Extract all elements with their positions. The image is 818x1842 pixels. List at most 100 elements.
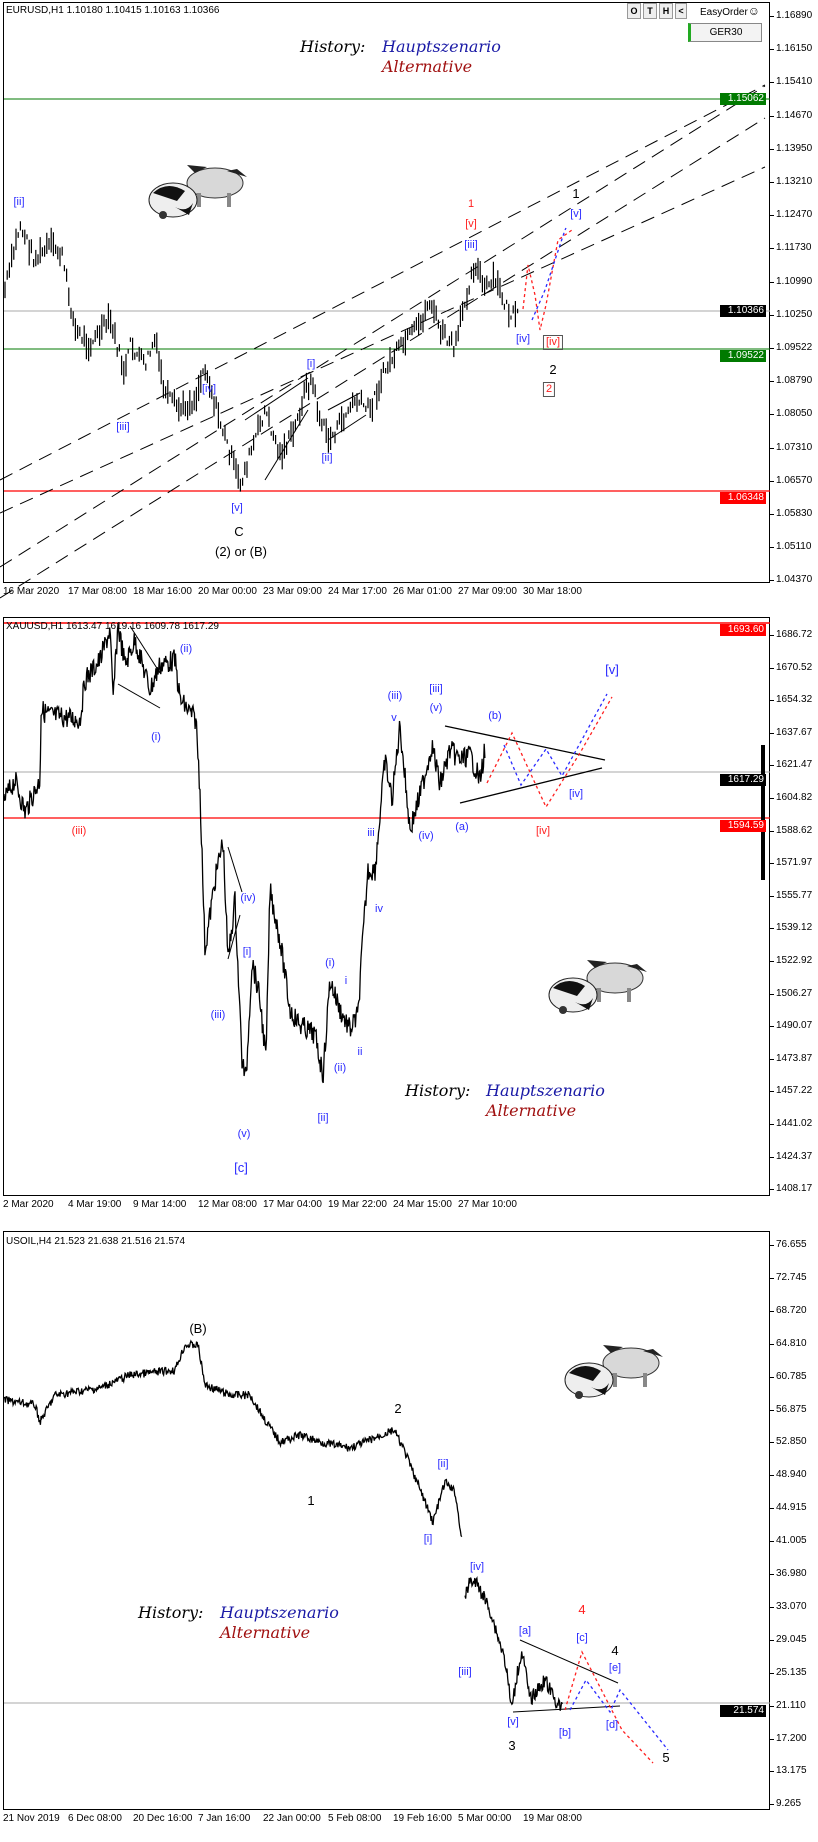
eurusd-axis-tick: 1.13210 xyxy=(769,176,813,187)
eurusd-axis-tick: 1.08050 xyxy=(769,408,813,420)
eurusd-alt-scenario-path xyxy=(522,229,573,331)
usoil-alt-scenario: Alternative xyxy=(220,1623,311,1642)
usoil-wave-label: [e] xyxy=(608,1662,622,1674)
xauusd-wave-label: (a) xyxy=(455,821,469,833)
eurusd-date-label: 26 Mar 01:00 xyxy=(393,586,452,597)
eurusd-price-marker: 1.10366 xyxy=(720,305,766,317)
xauusd-wave-label: (ii) xyxy=(179,643,193,655)
eurusd-axis-tick: 1.15410 xyxy=(769,76,813,88)
xauusd-wave-label: [c] xyxy=(234,1160,248,1175)
xauusd-axis-tick: 1621.47 xyxy=(769,759,813,771)
eurusd-wave-label: [iii] xyxy=(464,239,478,251)
xauusd-wave-label: [i] xyxy=(242,946,252,958)
xauusd-axis-tick: 1637.67 xyxy=(769,726,813,738)
ger30-button[interactable]: GER30 xyxy=(688,23,762,42)
xauusd-main-scenario-path xyxy=(503,693,608,787)
usoil-wave-label: 5 xyxy=(662,1750,670,1765)
xauusd-history-label: History: xyxy=(405,1081,471,1100)
bull-bear-logo-icon xyxy=(148,165,247,219)
usoil-wave-label: [a] xyxy=(518,1625,532,1637)
eurusd-axis-tick: 1.16890 xyxy=(769,10,813,21)
toolbar-h-button[interactable]: H xyxy=(659,3,673,19)
usoil-date-label: 22 Jan 00:00 xyxy=(263,1813,321,1824)
usoil-triangle-lower xyxy=(512,1705,621,1713)
smiley-icon: ☺ xyxy=(747,4,761,18)
eurusd-green-top-marker: 1.15062 xyxy=(720,93,766,105)
toolbar-o-button[interactable]: O xyxy=(627,3,641,19)
usoil-main-scenario-path xyxy=(569,1678,669,1751)
usoil-axis-tick: 21.110 xyxy=(770,1699,806,1711)
eurusd-wave-label: (2) or (B) xyxy=(215,544,267,559)
eurusd-axis-tick: 1.12470 xyxy=(769,209,813,221)
xauusd-date-label: 4 Mar 19:00 xyxy=(68,1199,122,1210)
usoil-axis-tick: 68.720 xyxy=(770,1304,807,1316)
usoil-wave-label: [d] xyxy=(605,1719,619,1731)
eurusd-axis-tick: 1.16150 xyxy=(769,43,813,55)
xauusd-axis-tick: 1539.12 xyxy=(769,922,813,934)
usoil-price-series-1 xyxy=(4,1339,463,1538)
xauusd-axis-tick: 1490.07 xyxy=(769,1020,813,1032)
usoil-wave-label: 3 xyxy=(508,1738,516,1753)
eurusd-green-marker: 1.09522 xyxy=(720,350,766,362)
usoil-axis-tick: 72.745 xyxy=(770,1271,807,1283)
usoil-wave-label: [iv] xyxy=(469,1561,485,1573)
eurusd-wave-label: [v] xyxy=(570,208,582,220)
usoil-wave-label: [i] xyxy=(423,1533,433,1545)
usoil-chart[interactable] xyxy=(3,1231,770,1810)
eurusd-wedge-line xyxy=(264,409,309,481)
xauusd-axis-tick: 1408.17 xyxy=(769,1183,813,1195)
eurusd-wedge-line xyxy=(327,392,361,411)
eurusd-trend-channel xyxy=(0,166,766,514)
toolbar-collapse-button[interactable]: < xyxy=(675,3,687,19)
usoil-alt-scenario-path xyxy=(564,1650,654,1764)
xauusd-main-scenario: Hauptszenario xyxy=(486,1081,605,1100)
usoil-axis-tick: 13.175 xyxy=(770,1765,807,1777)
easy-order-text: EasyOrder xyxy=(700,7,748,18)
eurusd-axis-tick: 1.07310 xyxy=(769,441,813,453)
usoil-axis-tick: 48.940 xyxy=(770,1469,807,1481)
xauusd-wave-label: (v) xyxy=(237,1128,251,1140)
usoil-date-label: 7 Jan 16:00 xyxy=(198,1813,251,1824)
xauusd-wedge-line xyxy=(227,846,243,893)
usoil-date-label: 19 Feb 16:00 xyxy=(393,1813,452,1824)
eurusd-wave-label: [iv] xyxy=(201,383,217,395)
eurusd-date-label: 16 Mar 2020 xyxy=(3,586,60,597)
xauusd-alt-scenario-path xyxy=(486,696,613,809)
toolbar-t-button[interactable]: T xyxy=(643,3,657,19)
eurusd-axis-tick: 1.13950 xyxy=(769,142,813,154)
xauusd-axis-tick: 1441.02 xyxy=(769,1118,813,1129)
eurusd-wave-label: [i] xyxy=(306,358,316,370)
xauusd-wave-label: (iv) xyxy=(418,830,434,842)
usoil-axis-tick: 44.915 xyxy=(770,1502,807,1514)
xauusd-alt-scenario: Alternative xyxy=(486,1101,577,1120)
xauusd-wave-label: (iv) xyxy=(240,892,256,904)
xauusd-wedge-line xyxy=(117,683,161,709)
usoil-history-label: History: xyxy=(138,1603,204,1622)
usoil-wave-label: (B) xyxy=(189,1321,207,1336)
xauusd-axis-tick: 1588.62 xyxy=(769,824,813,836)
xauusd-triangle-lower xyxy=(459,767,603,804)
usoil-axis-tick: 60.785 xyxy=(770,1370,807,1382)
ger30-label: GER30 xyxy=(709,27,743,38)
usoil-date-label: 19 Mar 08:00 xyxy=(523,1813,582,1824)
xauusd-axis-tick: 1555.77 xyxy=(769,889,813,901)
usoil-axis-tick: 64.810 xyxy=(770,1337,807,1349)
eurusd-wave-label: 2 xyxy=(542,382,556,397)
xauusd-axis-tick: 1506.27 xyxy=(769,987,813,999)
usoil-date-label: 21 Nov 2019 xyxy=(3,1813,60,1824)
eurusd-wave-label: C xyxy=(234,524,244,539)
usoil-axis-tick: 17.200 xyxy=(770,1732,807,1744)
xauusd-date-label: 9 Mar 14:00 xyxy=(133,1199,187,1210)
eurusd-alt-scenario: Alternative xyxy=(382,57,473,76)
eurusd-trend-channel xyxy=(0,117,766,599)
xauusd-red-marker: 1594.59 xyxy=(720,820,766,832)
xauusd-wave-label: iv xyxy=(375,903,383,915)
xauusd-price-marker: 1617.29 xyxy=(720,774,766,786)
usoil-axis-tick: 36.980 xyxy=(770,1568,807,1579)
eurusd-date-label: 27 Mar 09:00 xyxy=(458,586,517,597)
easy-order-label[interactable]: EasyOrder☺ xyxy=(700,4,760,18)
xauusd-chart[interactable] xyxy=(3,617,770,1196)
usoil-price-marker: 21.574 xyxy=(720,1705,766,1717)
xauusd-wave-label: (iii) xyxy=(71,825,87,837)
xauusd-date-label: 27 Mar 10:00 xyxy=(458,1199,517,1210)
